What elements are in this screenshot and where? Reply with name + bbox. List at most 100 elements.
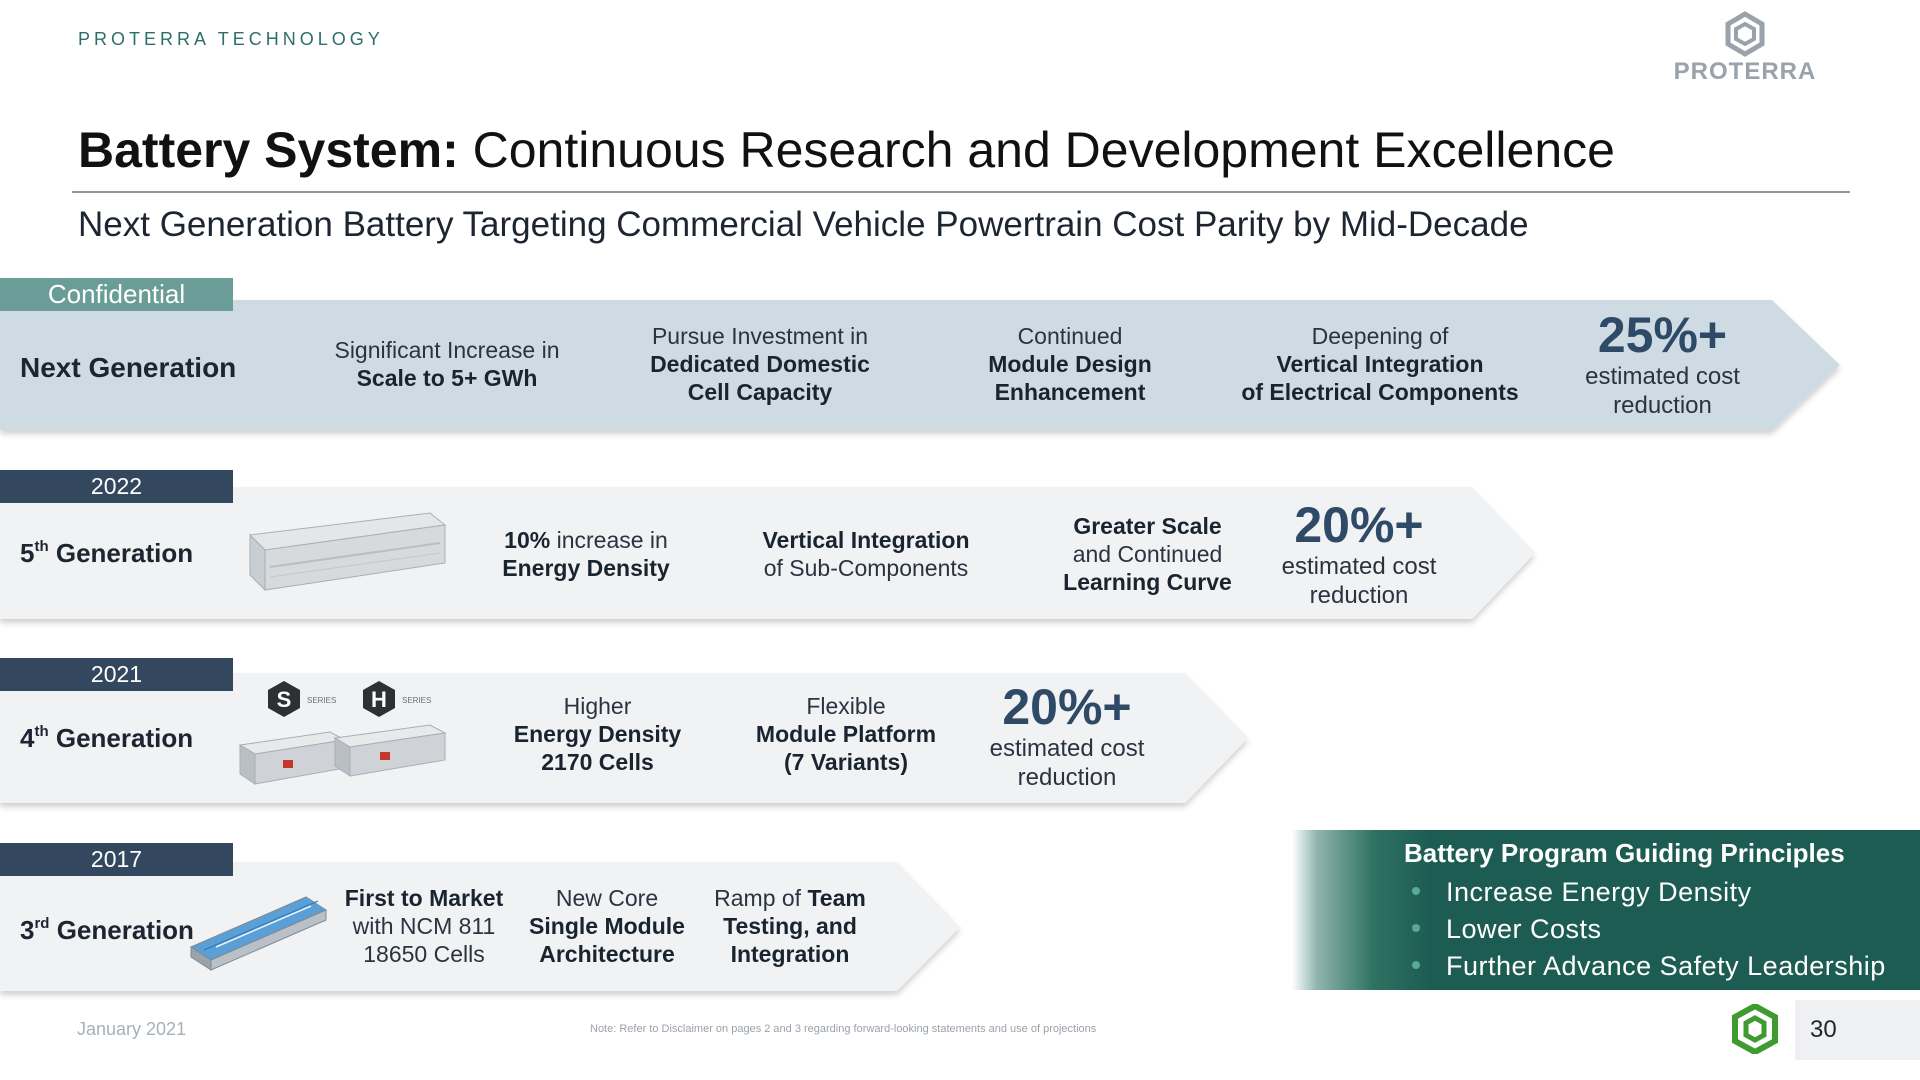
- page-subtitle: Next Generation Battery Targeting Commer…: [78, 205, 1529, 244]
- gen3-label-num: 3: [20, 915, 35, 945]
- gen5-density-text: increase in: [550, 527, 668, 553]
- gen4-cell-density: Higher Energy Density 2170 Cells: [500, 692, 695, 776]
- section-eyebrow: PROTERRA TECHNOLOGY: [78, 29, 384, 49]
- next-cell-module-line2: Module Design: [988, 351, 1152, 377]
- gen3-cell-market-line2: with NCM 811: [352, 913, 496, 939]
- gen5-cell-scale-line3: Learning Curve: [1063, 569, 1232, 595]
- page-title: Battery System: Continuous Research and …: [78, 120, 1615, 180]
- gen5-cost-line1: estimated cost: [1281, 553, 1437, 580]
- battery-modules-icon: [238, 724, 447, 785]
- year-tag-2022: 2022: [0, 470, 233, 503]
- gen4-cost-reduction: 20%+ estimated cost reduction: [963, 680, 1171, 792]
- title-divider: [72, 191, 1850, 193]
- guiding-principle-text: Increase Energy Density: [1446, 877, 1752, 907]
- page-number: 30: [1810, 1016, 1837, 1043]
- next-cost-line2: reduction: [1613, 392, 1712, 419]
- gen3-team-bold: Team: [807, 885, 866, 911]
- next-cell-scale: Significant Increase in Scale to 5+ GWh: [322, 336, 572, 392]
- footer-date: January 2021: [77, 1019, 187, 1039]
- battery-pack-icon: [248, 512, 447, 592]
- next-cell-investment: Pursue Investment in Dedicated Domestic …: [630, 322, 890, 406]
- proterra-logo: PROTERRA: [1650, 10, 1840, 90]
- gen5-cell-scale-line2: and Continued: [1072, 541, 1223, 567]
- series-badges: S SERIES H SERIES: [262, 680, 462, 718]
- next-cell-module-line3: Enhancement: [994, 379, 1146, 405]
- year-tag-2021: 2021: [0, 658, 233, 691]
- gen5-cell-density-line2: Energy Density: [502, 555, 670, 581]
- gen3-cell-market-line3: 18650 Cells: [363, 941, 485, 967]
- confidential-tag: Confidential: [0, 278, 233, 311]
- gen5-cost-reduction: 20%+ estimated cost reduction: [1255, 498, 1463, 610]
- gen5-cell-density-line1: 10% increase in: [480, 526, 692, 554]
- gen3-cell-architecture: New Core Single Module Architecture: [523, 884, 691, 968]
- gen3-cell-market-line1: First to Market: [344, 885, 504, 911]
- gen3-label-sup: rd: [34, 915, 50, 932]
- gen3-cell-team-line2: Testing, and: [723, 913, 857, 939]
- gen3-cell-team-line3: Integration: [730, 941, 850, 967]
- gen5-label-rest: Generation: [48, 538, 194, 568]
- gen5-cell-vertical-line1: Vertical Integration: [762, 527, 970, 553]
- gen4-cell-platform-line2: Module Platform: [755, 721, 937, 747]
- gen3-cell-architecture-line3: Architecture: [539, 941, 675, 967]
- next-cell-investment-line2: Dedicated Domestic: [650, 351, 870, 377]
- gen4-cell-density-line2: Energy Density: [513, 721, 682, 747]
- gen3-cell-architecture-line2: Single Module: [529, 913, 685, 939]
- proterra-hex-icon: [1732, 1002, 1778, 1056]
- gen4-label-sup: th: [34, 723, 49, 740]
- gen5-cell-density: 10% increase in Energy Density: [480, 526, 692, 582]
- guiding-principle-item: Further Advance Safety Leadership: [1412, 951, 1886, 982]
- gen5-density-pct: 10%: [504, 527, 551, 553]
- gen4-cell-density-line3: 2170 Cells: [541, 749, 654, 775]
- bullet-icon: [1412, 960, 1420, 969]
- gen4-cost-line2: reduction: [1017, 764, 1117, 791]
- gen4-cost-pct: 20%+: [1002, 679, 1132, 735]
- title-bold: Battery System:: [78, 122, 459, 178]
- gen5-battery-image: [240, 505, 450, 600]
- page-number-box: [1795, 1000, 1920, 1060]
- footer-disclaimer-note: Note: Refer to Disclaimer on pages 2 and…: [590, 1023, 1097, 1035]
- bullet-icon: [1412, 923, 1420, 932]
- guiding-principle-text: Further Advance Safety Leadership: [1446, 951, 1886, 981]
- gen5-label: 5th Generation: [20, 538, 193, 569]
- next-cell-investment-line3: Cell Capacity: [687, 379, 833, 405]
- next-cell-vertical-line1: Deepening of: [1311, 323, 1449, 349]
- gen3-cell-team-line1: Ramp of Team: [700, 884, 880, 912]
- guiding-principle-item: Lower Costs: [1412, 914, 1602, 945]
- proterra-logo-icon: PROTERRA: [1674, 11, 1817, 85]
- gen3-label-rest: Generation: [49, 915, 194, 945]
- gen4-cell-platform-line3: (7 Variants): [784, 749, 908, 775]
- gen3-cell-architecture-line1: New Core: [555, 885, 659, 911]
- gen5-label-num: 5: [20, 538, 35, 568]
- gen5-cost-line2: reduction: [1309, 582, 1409, 609]
- next-cell-scale-line1: Significant Increase in: [334, 337, 560, 363]
- guiding-principles-panel: [1292, 830, 1920, 990]
- logo-text: PROTERRA: [1674, 58, 1817, 85]
- gen3-label: 3rd Generation: [20, 915, 194, 946]
- next-cost-line1: estimated cost: [1585, 363, 1740, 390]
- gen5-cell-vertical: Vertical Integration of Sub-Components: [740, 526, 992, 582]
- gen4-cell-platform-line1: Flexible: [806, 693, 886, 719]
- gen4-label: 4th Generation: [20, 723, 193, 754]
- proterra-footer-icon: [1732, 1002, 1778, 1056]
- next-cost-pct: 25%+: [1597, 307, 1728, 363]
- title-rest: Continuous Research and Development Exce…: [458, 122, 1615, 178]
- next-cell-vertical-line2: Vertical Integration: [1276, 351, 1484, 377]
- band-next-generation: [0, 300, 1840, 430]
- gen5-cost-pct: 20%+: [1294, 497, 1424, 553]
- gen4-cell-density-line1: Higher: [563, 693, 632, 719]
- gen4-label-num: 4: [20, 723, 35, 753]
- gen5-cell-scale: Greater Scale and Continued Learning Cur…: [1045, 512, 1250, 596]
- gen3-team-text: Ramp of: [714, 885, 808, 911]
- next-cell-scale-line2: Scale to 5+ GWh: [356, 365, 538, 391]
- gen4-cost-line1: estimated cost: [989, 735, 1145, 762]
- next-generation-label: Next Generation: [20, 352, 237, 383]
- guiding-principle-item: Increase Energy Density: [1412, 877, 1752, 908]
- next-cell-module: Continued Module Design Enhancement: [960, 322, 1180, 406]
- gen4-label-rest: Generation: [48, 723, 194, 753]
- next-cell-vertical: Deepening of Vertical Integration of Ele…: [1230, 322, 1530, 406]
- badge-h-series: SERIES: [402, 696, 431, 705]
- guiding-principles-title: Battery Program Guiding Principles: [1404, 838, 1845, 868]
- year-tag-2017: 2017: [0, 843, 233, 876]
- badge-s-series: SERIES: [307, 696, 336, 705]
- battery-cells-icon: [189, 896, 328, 971]
